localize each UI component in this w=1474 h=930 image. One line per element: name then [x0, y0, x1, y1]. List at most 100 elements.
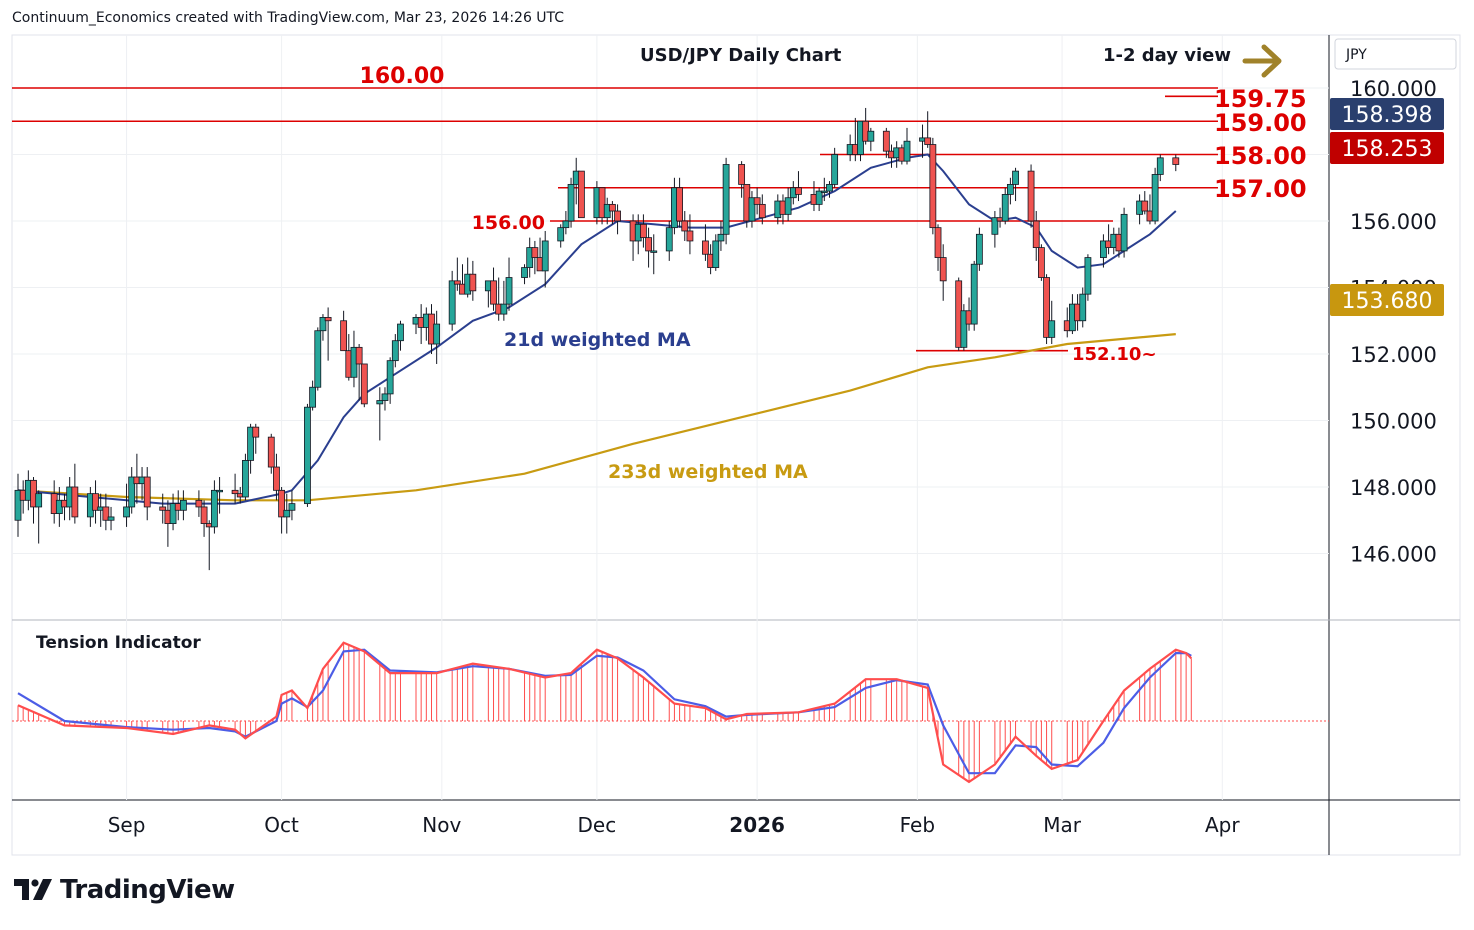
candle-up[interactable] [179, 490, 187, 521]
candle-up[interactable] [1100, 234, 1107, 268]
candle-down[interactable] [453, 257, 461, 291]
candle-up[interactable] [1012, 167, 1019, 202]
candle-down[interactable] [753, 187, 761, 215]
candle-down[interactable] [645, 227, 652, 268]
candle-up[interactable] [128, 467, 136, 514]
candle-up[interactable] [567, 177, 575, 228]
candle-up[interactable] [309, 380, 317, 411]
candle-up[interactable] [784, 187, 792, 221]
candle-up[interactable] [314, 327, 322, 391]
candle-up[interactable] [386, 357, 394, 404]
candle-up[interactable] [826, 181, 833, 198]
candle-down[interactable] [469, 260, 477, 301]
candle-up[interactable] [1084, 254, 1092, 301]
candle-up[interactable] [815, 187, 823, 212]
candle-up[interactable] [433, 310, 441, 364]
candle-up[interactable] [1001, 187, 1009, 225]
candle-up[interactable] [14, 473, 22, 537]
candle-up[interactable] [35, 490, 43, 544]
candle-down[interactable] [324, 307, 332, 361]
price-tag-dark[interactable] [1330, 98, 1444, 130]
candle-down[interactable] [143, 467, 151, 521]
candle-down[interactable] [681, 211, 689, 241]
candle-up[interactable] [391, 334, 399, 368]
candle-up[interactable] [665, 221, 673, 261]
candle-up[interactable] [820, 177, 828, 202]
candle-up[interactable] [562, 211, 570, 235]
candle-up[interactable] [521, 264, 528, 285]
candle-down[interactable] [676, 177, 683, 228]
candle-up[interactable] [448, 270, 456, 331]
tradingview-logo[interactable]: TradingView [14, 875, 235, 905]
candle-down[interactable] [640, 214, 647, 248]
candle-down[interactable] [924, 111, 932, 148]
candle-down[interactable] [598, 187, 606, 225]
candle-up[interactable] [123, 483, 130, 527]
candle-up[interactable] [397, 320, 404, 351]
candle-up[interactable] [169, 493, 177, 531]
candle-up[interactable] [211, 480, 218, 534]
candle-down[interactable] [71, 463, 79, 524]
candle-up[interactable] [712, 234, 720, 271]
candle-down[interactable] [934, 224, 942, 271]
candle-up[interactable] [242, 453, 249, 501]
candle-up[interactable] [975, 227, 983, 271]
candle-up[interactable] [1079, 287, 1087, 328]
candle-down[interactable] [1141, 191, 1149, 215]
candle-down[interactable] [102, 493, 110, 531]
candle-down[interactable] [195, 490, 203, 517]
candle-up[interactable] [505, 257, 513, 311]
candle-up[interactable] [831, 147, 839, 188]
usdjpy-chart[interactable]: 146.000148.000150.000152.000154.000156.0… [0, 0, 1474, 860]
candle-up[interactable] [722, 157, 730, 245]
candle-down[interactable] [159, 493, 167, 524]
candle-up[interactable] [867, 127, 875, 152]
candle-up[interactable] [319, 314, 327, 341]
candle-up[interactable] [1156, 154, 1164, 182]
candle-down[interactable] [795, 171, 802, 202]
candle-down[interactable] [278, 487, 286, 534]
price-tag-red[interactable] [1330, 132, 1444, 164]
candle-down[interactable] [1032, 211, 1040, 261]
candle-down[interactable] [608, 201, 616, 225]
candle-up[interactable] [960, 304, 968, 351]
candle-up[interactable] [283, 493, 291, 534]
candle-up[interactable] [247, 423, 254, 474]
candle-up[interactable] [304, 403, 311, 507]
candle-down[interactable] [1043, 274, 1050, 345]
candle-down[interactable] [200, 500, 208, 537]
candle-down[interactable] [1172, 154, 1180, 172]
candle-up[interactable] [748, 191, 756, 228]
currency-box[interactable] [1334, 38, 1457, 70]
candle-up[interactable] [650, 234, 658, 275]
candle-down[interactable] [273, 453, 280, 501]
candle-up[interactable] [991, 211, 999, 248]
candle-down[interactable] [531, 240, 539, 275]
candle-up[interactable] [107, 506, 115, 531]
candle-up[interactable] [500, 280, 508, 321]
candle-down[interactable] [267, 433, 275, 474]
candle-up[interactable] [717, 221, 725, 251]
candle-down[interactable] [686, 214, 694, 255]
candle-up[interactable] [1048, 300, 1056, 345]
candle-up[interactable] [381, 387, 389, 411]
candle-down[interactable] [231, 473, 239, 504]
candle-up[interactable] [288, 490, 296, 521]
candle-down[interactable] [252, 423, 260, 454]
candle-down[interactable] [738, 161, 746, 198]
candle-down[interactable] [340, 310, 348, 352]
candle-up[interactable] [216, 477, 223, 514]
candle-down[interactable] [882, 127, 890, 158]
candle-down[interactable] [577, 170, 585, 219]
candle-down[interactable] [929, 137, 937, 235]
candle-down[interactable] [1027, 164, 1035, 228]
candle-down[interactable] [758, 194, 766, 225]
candle-up[interactable] [903, 127, 911, 165]
candle-up[interactable] [376, 387, 384, 441]
candle-up[interactable] [1151, 167, 1159, 225]
candle-down[interactable] [490, 267, 497, 311]
candle-down[interactable] [614, 204, 621, 235]
candle-up[interactable] [1006, 177, 1014, 205]
candle-down[interactable] [702, 224, 709, 261]
candle-up[interactable] [970, 260, 978, 331]
